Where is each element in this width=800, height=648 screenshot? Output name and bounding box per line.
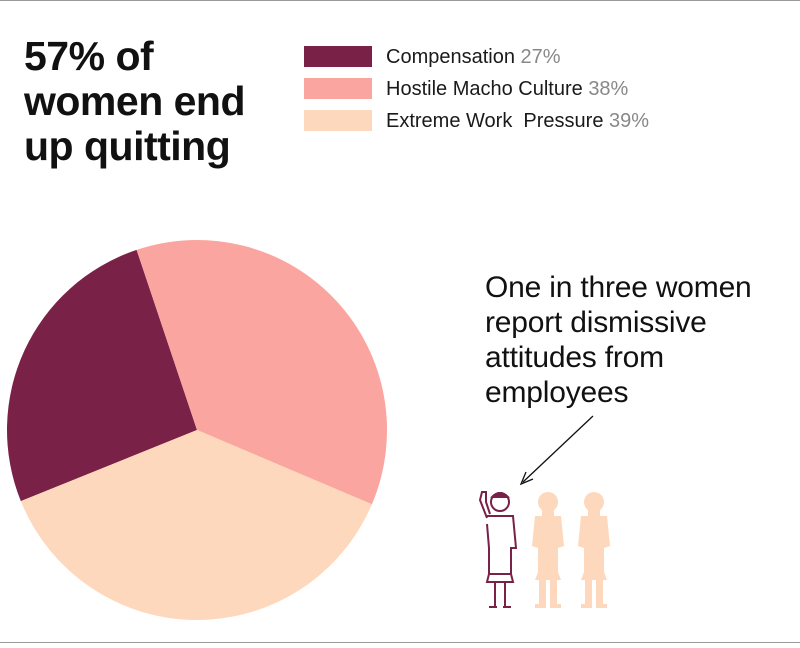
- woman-raised-hand-icon: [478, 491, 518, 608]
- legend-item-hostile-culture: Hostile Macho Culture 38%: [304, 76, 774, 108]
- callout-arrow: [519, 415, 594, 486]
- woman-icon: [578, 492, 610, 608]
- top-border: [0, 0, 800, 1]
- legend-swatch-compensation: [304, 46, 372, 67]
- legend-value-hostile-culture: 38%: [588, 78, 629, 100]
- chart-legend: Compensation 27% Hostile Macho Culture 3…: [304, 44, 774, 140]
- pie-slice-work-pressure: [20, 430, 372, 621]
- pie-slice-hostile-culture: [136, 239, 388, 505]
- legend-item-compensation: Compensation 27%: [304, 44, 774, 76]
- pie-slice-compensation: [6, 249, 197, 502]
- legend-label-compensation: Compensation: [386, 46, 515, 68]
- legend-value-work-pressure: 39%: [609, 110, 650, 132]
- legend-swatch-work-pressure: [304, 110, 372, 131]
- bottom-border: [0, 642, 800, 643]
- legend-swatch-hostile-culture: [304, 78, 372, 99]
- legend-value-compensation: 27%: [520, 46, 561, 68]
- woman-icon: [532, 492, 564, 608]
- legend-label-hostile-culture: Hostile Macho Culture: [386, 78, 583, 100]
- legend-item-work-pressure: Extreme Work Pressure 39%: [304, 108, 774, 140]
- pie-chart: [6, 239, 388, 621]
- women-figures: [478, 491, 610, 608]
- legend-label-work-pressure: Extreme Work Pressure: [386, 110, 604, 132]
- headline: 57% of women end up quitting: [24, 33, 246, 169]
- callout-text: One in three women report dismissive att…: [485, 271, 752, 409]
